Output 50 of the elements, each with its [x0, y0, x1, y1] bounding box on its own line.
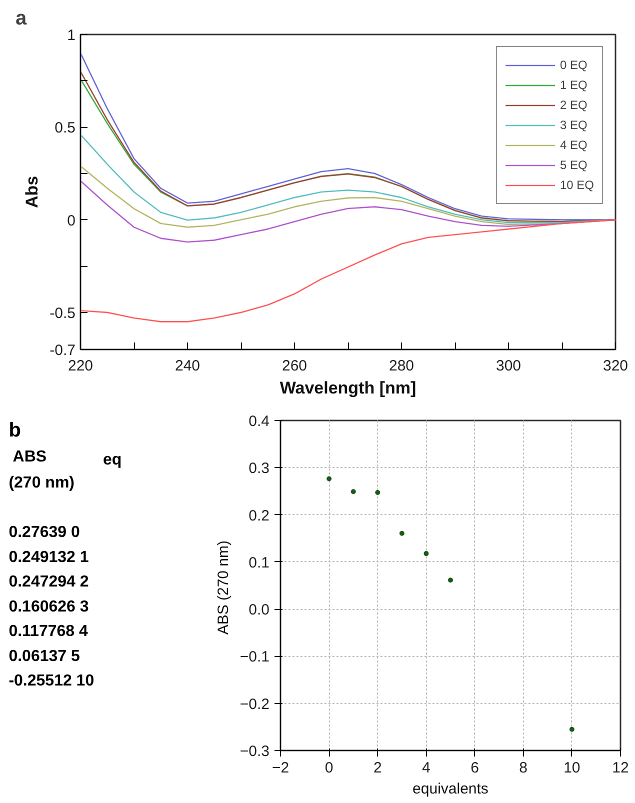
legend-label: 5 EQ [560, 158, 588, 172]
y-tick-label: 0 [67, 212, 76, 230]
y-tick-label: 0.5 [54, 120, 76, 137]
text: 0.249132 1 [8, 548, 89, 566]
text: 0.247294 2 [8, 574, 89, 591]
x-tick-label: 8 [519, 760, 528, 776]
legend-label: 10 EQ [560, 178, 594, 192]
text: b [8, 419, 21, 442]
text: 0.27639 0 [8, 524, 80, 542]
x-tick-label: 4 [422, 760, 430, 776]
y-tick-label: −0.3 [240, 743, 270, 760]
x-tick-label: 280 [388, 358, 414, 374]
y-tick-label: 0.3 [248, 460, 270, 478]
text: 0.06137 5 [8, 648, 80, 665]
y-tick-label: -0.5 [50, 304, 76, 322]
y-tick-label: 1 [67, 27, 76, 44]
y-tick-label: -0.7 [50, 342, 76, 359]
x-tick-label: 240 [174, 358, 200, 374]
x-tick-label: 0 [324, 760, 334, 776]
x-axis-title: Wavelength [nm] [280, 378, 416, 398]
text: (270 nm) [8, 474, 74, 492]
legend-label: 1 EQ [560, 78, 588, 92]
y-tick-label: 0.2 [248, 507, 270, 524]
y-tick-label: 0.1 [248, 554, 270, 572]
chart-title: a [16, 8, 28, 30]
x-tick-label: 300 [496, 358, 522, 374]
x-tick-label: −2 [272, 760, 290, 776]
x-axis-title: equivalents [412, 780, 488, 798]
y-tick-label: −0.1 [240, 648, 270, 666]
x-tick-label: 2 [373, 760, 382, 776]
text: 0.117768 4 [8, 623, 88, 640]
y-axis-title: Abs [22, 176, 42, 208]
x-tick-label: 6 [470, 760, 479, 776]
text: ABS [12, 448, 47, 466]
legend-label: 2 EQ [560, 98, 588, 112]
x-tick-label: 260 [282, 358, 308, 374]
y-tick-label: 0.4 [248, 413, 270, 430]
x-tick-label: 12 [612, 760, 629, 776]
legend-label: 4 EQ [560, 138, 588, 152]
y-axis-title: ABS (270 nm) [214, 540, 232, 635]
legend-label: 3 EQ [560, 118, 588, 132]
text: -0.25512 10 [8, 672, 94, 690]
legend-label: 0 EQ [560, 58, 588, 72]
x-tick-label: 220 [68, 358, 94, 374]
x-tick-label: 320 [602, 358, 628, 374]
text: 0.160626 3 [8, 598, 89, 616]
y-tick-label: −0.2 [240, 696, 270, 713]
text: eq [103, 452, 122, 469]
y-tick-label: 0.0 [248, 602, 270, 619]
x-tick-label: 10 [564, 760, 580, 776]
